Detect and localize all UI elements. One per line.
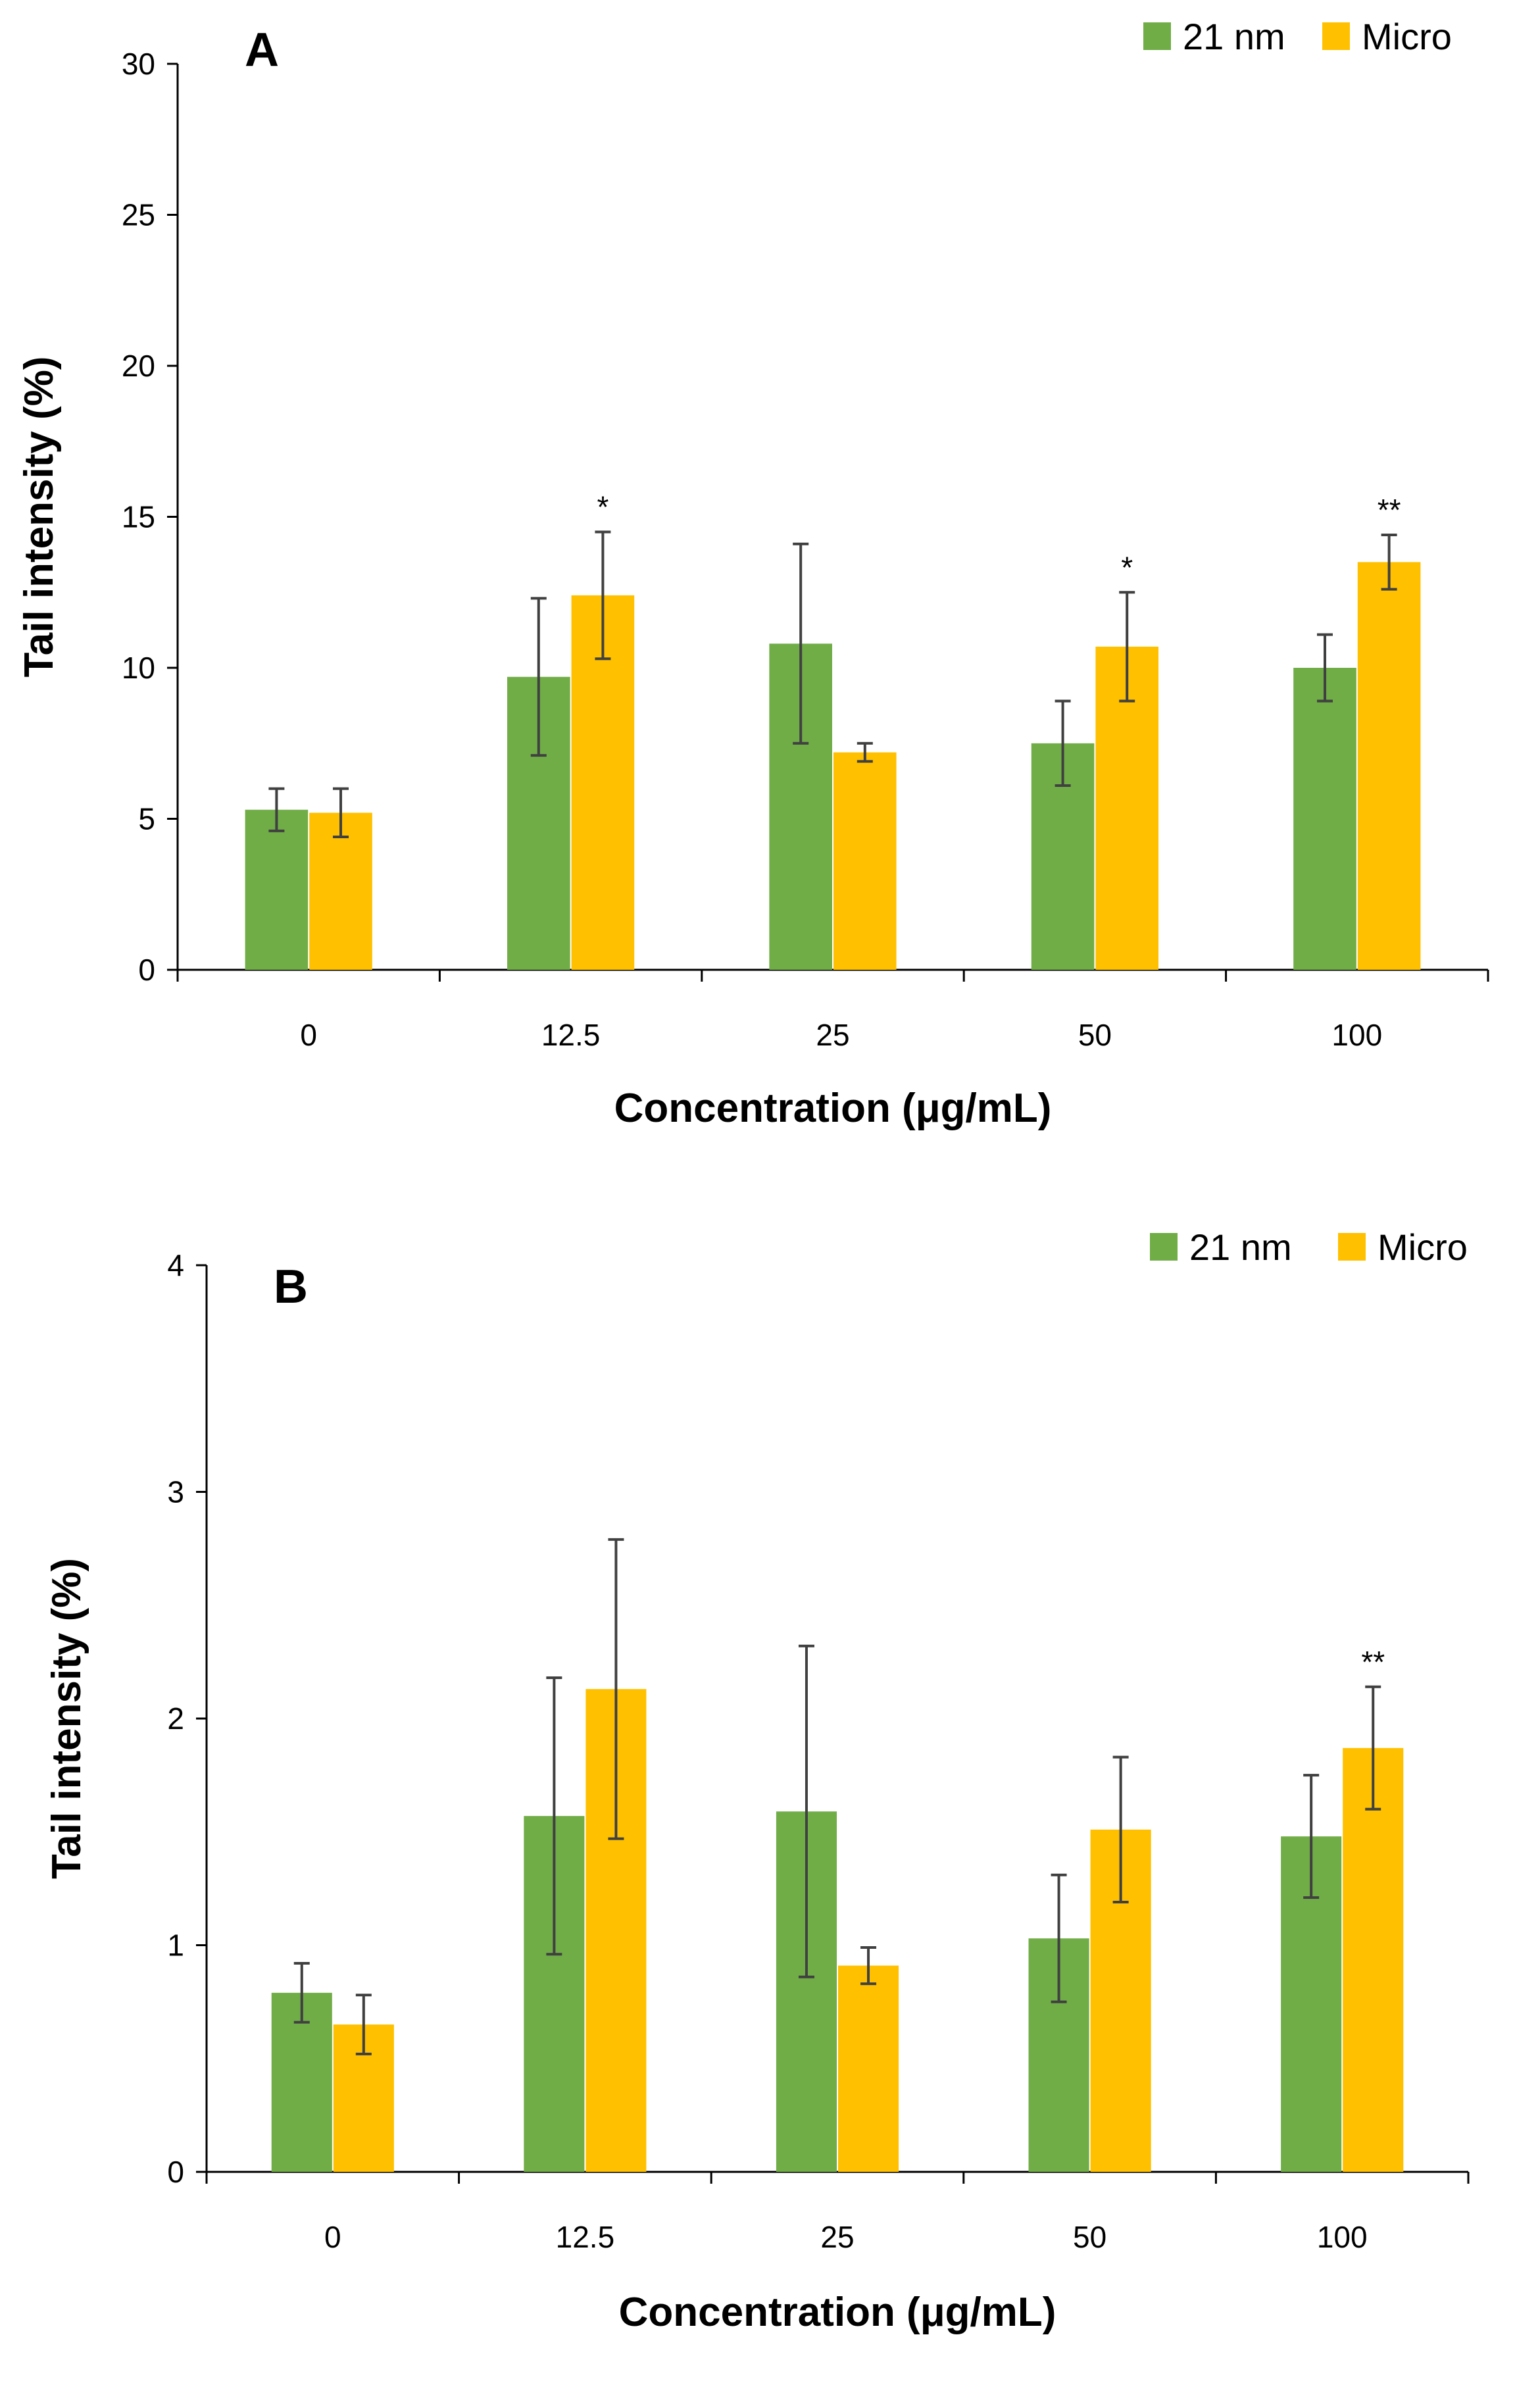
legend-swatch bbox=[1322, 22, 1350, 50]
significance-marker: * bbox=[597, 490, 609, 524]
x-tick-label: 100 bbox=[1331, 1018, 1382, 1052]
y-tick-label: 25 bbox=[122, 198, 155, 232]
x-tick-label: 100 bbox=[1317, 2220, 1368, 2254]
legend-swatch bbox=[1150, 1233, 1178, 1261]
panel-label: B bbox=[274, 1261, 308, 1313]
x-axis-title: Concentration (μg/mL) bbox=[619, 2290, 1056, 2335]
significance-marker: * bbox=[1121, 550, 1133, 584]
legend-swatch bbox=[1338, 1233, 1366, 1261]
x-tick-label: 25 bbox=[816, 1018, 849, 1052]
y-tick-label: 15 bbox=[122, 500, 155, 534]
bar-micro bbox=[1343, 1747, 1404, 2172]
legend-label: Micro bbox=[1362, 16, 1452, 57]
x-tick-label: 50 bbox=[1078, 1018, 1112, 1052]
x-tick-label: 12.5 bbox=[556, 2220, 615, 2254]
legend-label: Micro bbox=[1378, 1226, 1468, 1268]
x-axis-title: Concentration (μg/mL) bbox=[614, 1086, 1052, 1131]
y-tick-label: 0 bbox=[138, 953, 155, 987]
y-tick-label: 5 bbox=[138, 802, 155, 836]
y-tick-label: 1 bbox=[167, 1928, 184, 1963]
y-tick-label: 20 bbox=[122, 349, 155, 383]
legend-label: 21 nm bbox=[1183, 16, 1285, 57]
chart-panel-b: 0 1 2 3 4 0 12.5 25 50 100 ** B 21 nm Micro Tail inten… bbox=[44, 1226, 1470, 2335]
y-tick-label: 30 bbox=[122, 47, 155, 81]
x-tick-label: 12.5 bbox=[541, 1018, 601, 1052]
significance-marker: ** bbox=[1361, 1645, 1385, 1679]
bar-micro bbox=[838, 1965, 899, 2172]
x-tick-label: 0 bbox=[324, 2220, 341, 2254]
legend-swatch bbox=[1143, 22, 1171, 50]
y-tick-label: 2 bbox=[167, 1701, 184, 1736]
bar-micro bbox=[309, 813, 372, 970]
bar-21-nm bbox=[1293, 668, 1356, 970]
y-tick-label: 3 bbox=[167, 1475, 184, 1509]
bar-micro bbox=[833, 752, 897, 970]
bar-micro bbox=[1357, 562, 1421, 970]
y-tick-label: 0 bbox=[167, 2155, 184, 2189]
panel-label: A bbox=[245, 24, 279, 76]
y-tick-label: 4 bbox=[167, 1248, 184, 1282]
x-tick-label: 50 bbox=[1073, 2220, 1106, 2254]
y-tick-label: 10 bbox=[122, 651, 155, 685]
y-axis-title: Tail intensity (%) bbox=[16, 356, 62, 677]
legend-label: 21 nm bbox=[1189, 1226, 1292, 1268]
bar-21-nm bbox=[245, 809, 309, 970]
y-axis-title: Tail intensity (%) bbox=[44, 1558, 89, 1879]
significance-marker: ** bbox=[1378, 493, 1401, 527]
x-tick-label: 25 bbox=[820, 2220, 854, 2254]
x-tick-label: 0 bbox=[300, 1018, 317, 1052]
